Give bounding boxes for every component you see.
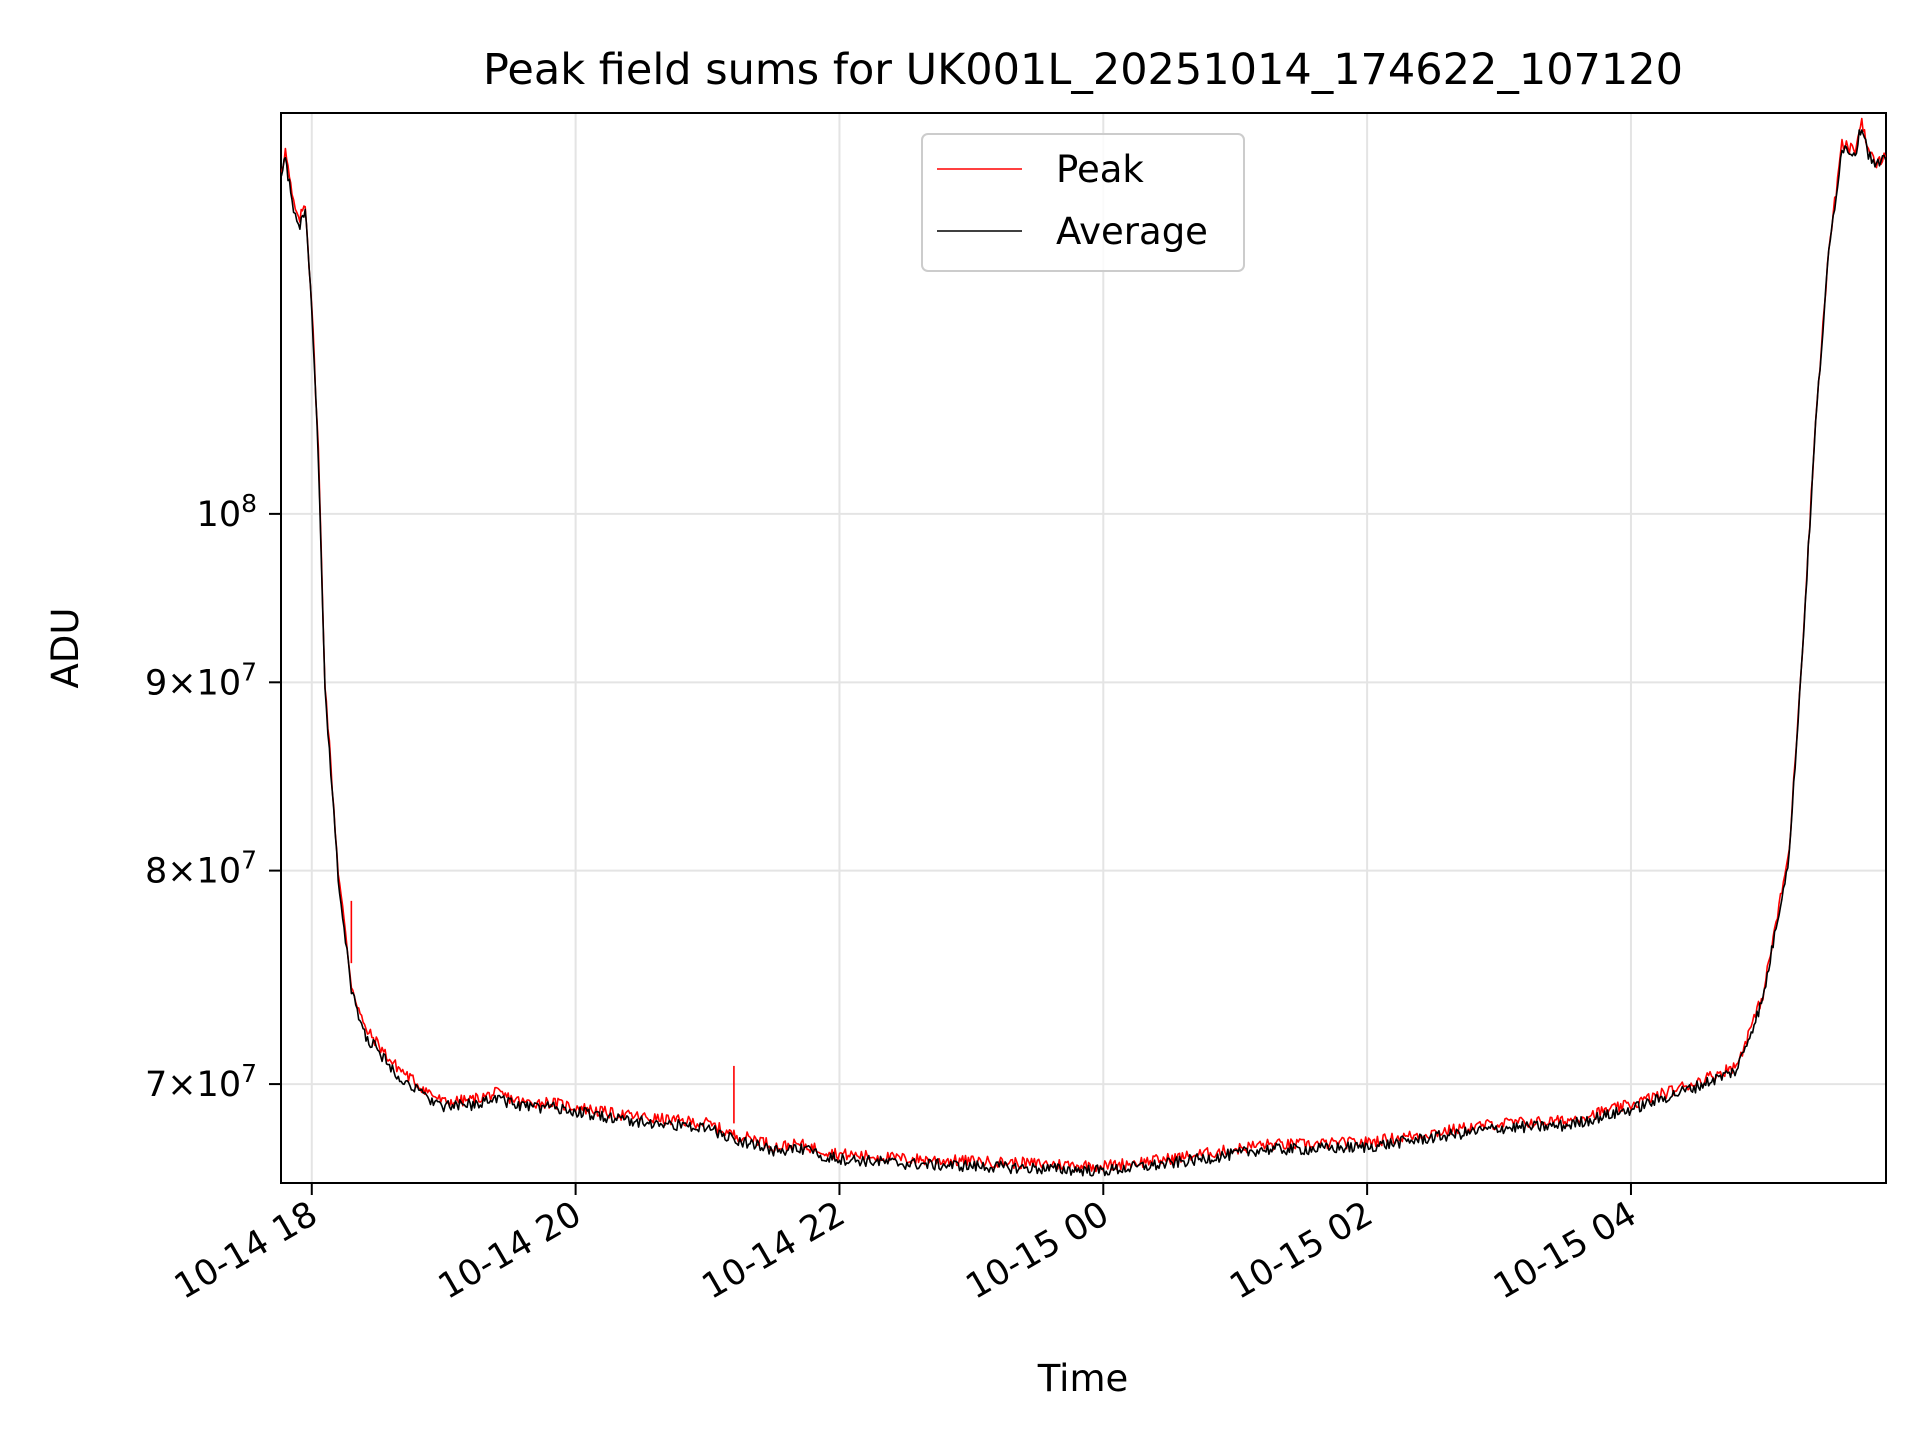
y-tick-label: 9×107 <box>145 657 257 703</box>
series-lines <box>281 117 1886 1177</box>
chart-title: Peak field sums for UK001L_20251014_1746… <box>483 45 1683 95</box>
x-axis-label: Time <box>1037 1357 1129 1400</box>
y-tick-label: 7×107 <box>145 1059 257 1105</box>
grid-lines <box>281 113 1886 1183</box>
y-tick-label: 108 <box>197 489 257 535</box>
series-line-average <box>281 129 1886 1177</box>
legend-label-average: Average <box>1056 210 1208 253</box>
y-tick-label: 8×107 <box>145 846 257 892</box>
y-axis-label: ADU <box>44 608 87 689</box>
y-axis-ticks: 7×107 8×107 9×107 108 <box>145 489 281 1105</box>
series-line-peak <box>281 117 1886 1173</box>
legend: Peak Average <box>921 133 1245 272</box>
legend-label-peak: Peak <box>1056 148 1144 191</box>
plot-area-frame <box>280 112 1887 1184</box>
